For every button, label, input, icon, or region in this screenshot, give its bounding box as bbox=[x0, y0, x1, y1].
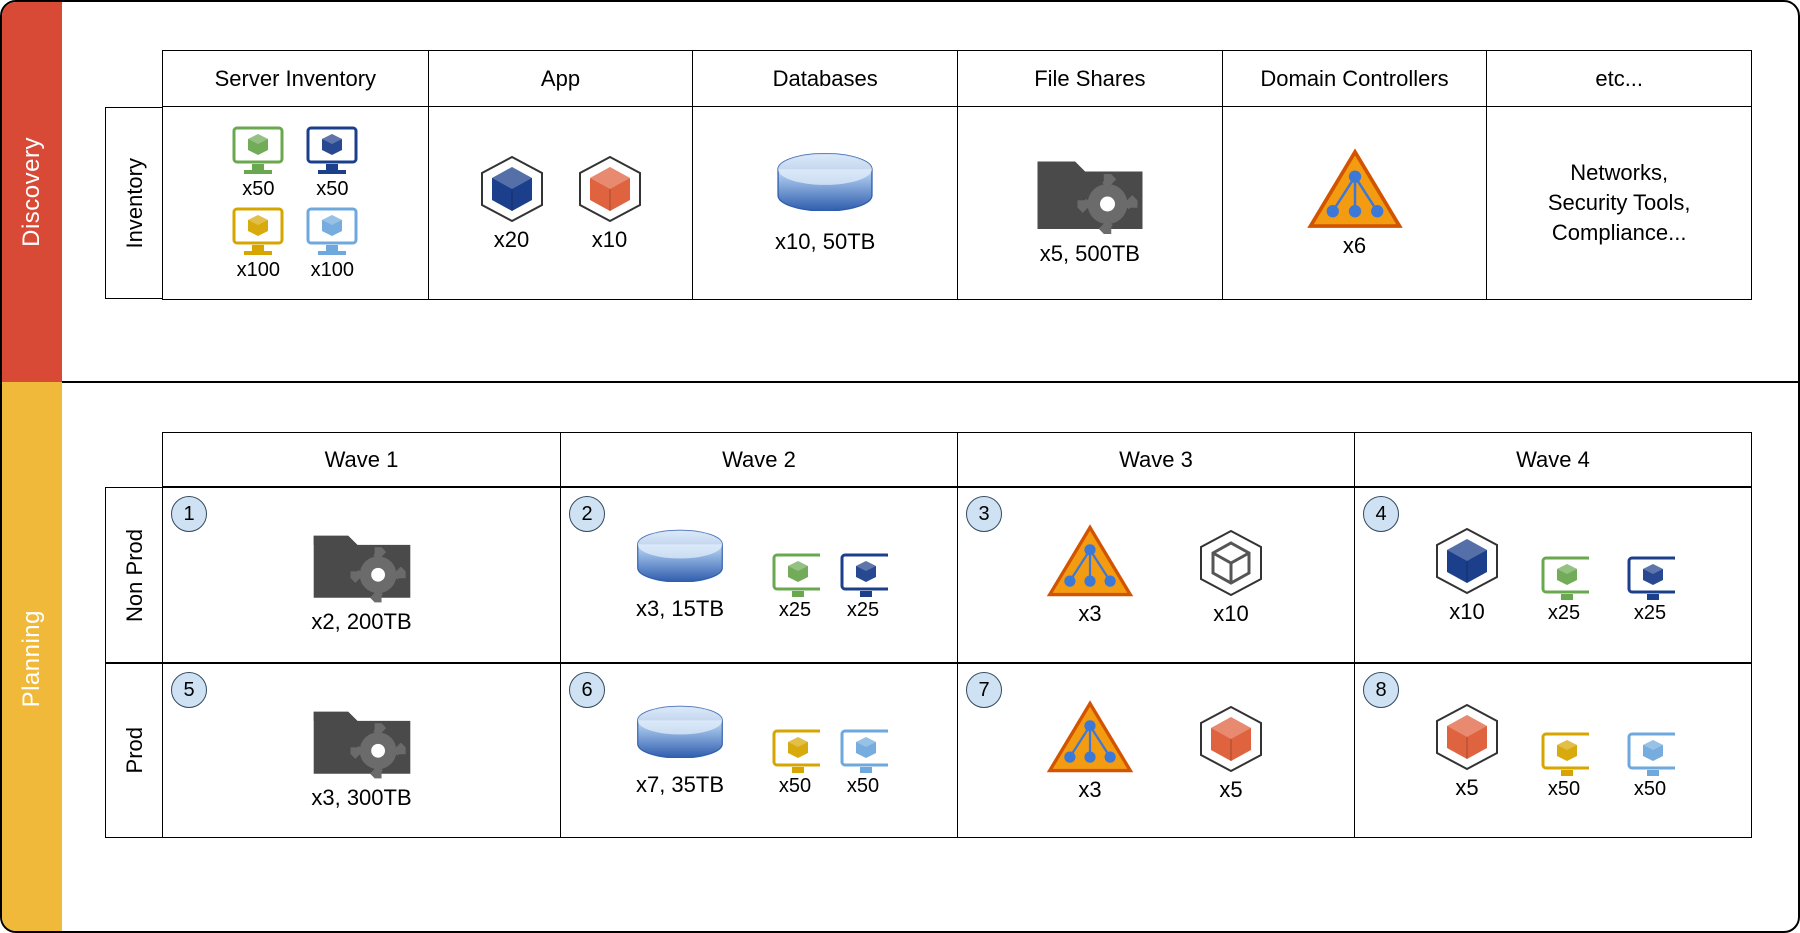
pr-w4-cube: x5 bbox=[1455, 775, 1478, 801]
header-file-shares: File Shares bbox=[957, 51, 1222, 107]
pr-w3: 7 x3 x5 bbox=[957, 663, 1354, 837]
discovery-table: Inventory Server Inventory App Databases… bbox=[162, 50, 1752, 300]
cell-file-shares: x5, 500TB bbox=[957, 107, 1222, 299]
monitor-green-icon bbox=[770, 551, 820, 597]
server-blue-count: x100 bbox=[311, 259, 354, 282]
dc-count: x6 bbox=[1343, 233, 1366, 259]
cell-app: x20 x10 bbox=[428, 107, 693, 299]
np-w4: 4 x10 x25 x25 bbox=[1354, 487, 1751, 662]
pr-w4: 8 x5 x50 x50 bbox=[1354, 663, 1751, 837]
app-navy-count: x20 bbox=[494, 227, 529, 253]
header-app: App bbox=[428, 51, 693, 107]
monitor-green-icon bbox=[1539, 554, 1589, 600]
planning-phase-label: Planning bbox=[2, 382, 62, 933]
app-red-count: x10 bbox=[592, 227, 627, 253]
cell-domain-controllers: x6 bbox=[1222, 107, 1487, 299]
badge-7: 7 bbox=[966, 672, 1002, 708]
np-w2-navy: x25 bbox=[847, 599, 879, 622]
header-wave-2: Wave 2 bbox=[560, 433, 957, 487]
cube-navy-icon bbox=[476, 153, 548, 225]
triangle-dc-icon bbox=[1045, 523, 1135, 599]
row-non-prod: 1 x2, 200TB 2 x3, 15TB x25 x25 bbox=[163, 487, 1751, 662]
cube-red-icon bbox=[1431, 701, 1503, 773]
header-databases: Databases bbox=[692, 51, 957, 107]
pr-w1-label: x3, 300TB bbox=[311, 785, 411, 811]
header-server-inventory: Server Inventory bbox=[163, 51, 428, 107]
monitor-navy-icon bbox=[838, 551, 888, 597]
pr-w3-tri: x3 bbox=[1078, 777, 1101, 803]
phase-divider bbox=[62, 381, 1798, 383]
server-gold-count: x100 bbox=[237, 259, 280, 282]
database-icon bbox=[770, 151, 880, 211]
triangle-dc-icon bbox=[1045, 699, 1135, 775]
discovery-phase-label: Discovery bbox=[2, 2, 62, 382]
header-wave-1: Wave 1 bbox=[163, 433, 560, 487]
database-icon bbox=[630, 704, 730, 758]
folder-gear-icon bbox=[302, 691, 422, 783]
server-green-count: x50 bbox=[242, 178, 274, 201]
monitor-gold-icon bbox=[1539, 730, 1589, 776]
header-domain-controllers: Domain Controllers bbox=[1222, 51, 1487, 107]
np-w4-green: x25 bbox=[1548, 602, 1580, 625]
monitor-gold-icon bbox=[230, 205, 286, 257]
cube-navy-icon bbox=[1431, 525, 1503, 597]
cube-red-icon bbox=[1195, 703, 1267, 775]
prod-tab: Prod bbox=[105, 662, 163, 838]
pr-w4-blue: x50 bbox=[1634, 778, 1666, 801]
badge-4: 4 bbox=[1363, 496, 1399, 532]
row-prod: 5 x3, 300TB 6 x7, 35TB x50 x50 bbox=[163, 662, 1751, 837]
server-navy-count: x50 bbox=[316, 178, 348, 201]
folder-gear-icon bbox=[302, 515, 422, 607]
header-wave-4: Wave 4 bbox=[1354, 433, 1751, 487]
pr-w2-blue: x50 bbox=[847, 775, 879, 798]
monitor-blue-icon bbox=[1625, 730, 1675, 776]
monitor-navy-icon bbox=[304, 124, 360, 176]
np-w3-cube: x10 bbox=[1213, 601, 1248, 627]
np-w2-green: x25 bbox=[779, 599, 811, 622]
np-w4-navy: x25 bbox=[1634, 602, 1666, 625]
monitor-blue-icon bbox=[838, 727, 888, 773]
monitor-navy-icon bbox=[1625, 554, 1675, 600]
pr-w4-gold: x50 bbox=[1548, 778, 1580, 801]
np-w2-db: x3, 15TB bbox=[636, 596, 724, 622]
np-w2: 2 x3, 15TB x25 x25 bbox=[560, 487, 957, 662]
db-count: x10, 50TB bbox=[775, 229, 875, 255]
badge-5: 5 bbox=[171, 672, 207, 708]
np-w1: 1 x2, 200TB bbox=[163, 487, 560, 662]
np-w4-cube: x10 bbox=[1449, 599, 1484, 625]
cell-databases: x10, 50TB bbox=[692, 107, 957, 299]
monitor-green-icon bbox=[230, 124, 286, 176]
pr-w2-db: x7, 35TB bbox=[636, 772, 724, 798]
np-w1-label: x2, 200TB bbox=[311, 609, 411, 635]
pr-w1: 5 x3, 300TB bbox=[163, 663, 560, 837]
cell-server-inventory: x50 x50 x100 bbox=[163, 107, 428, 299]
non-prod-tab: Non Prod bbox=[105, 487, 163, 663]
pr-w3-cube: x5 bbox=[1219, 777, 1242, 803]
header-etc: etc... bbox=[1486, 51, 1751, 107]
pr-w2-gold: x50 bbox=[779, 775, 811, 798]
header-wave-3: Wave 3 bbox=[957, 433, 1354, 487]
badge-1: 1 bbox=[171, 496, 207, 532]
inventory-tab: Inventory bbox=[105, 107, 163, 299]
fs-count: x5, 500TB bbox=[1040, 241, 1140, 267]
cube-red-icon bbox=[574, 153, 646, 225]
pr-w2: 6 x7, 35TB x50 x50 bbox=[560, 663, 957, 837]
etc-text: Networks,Security Tools,Compliance... bbox=[1548, 158, 1691, 247]
np-w3: 3 x3 x10 bbox=[957, 487, 1354, 662]
triangle-dc-icon bbox=[1305, 147, 1405, 231]
monitor-gold-icon bbox=[770, 727, 820, 773]
monitor-blue-icon bbox=[304, 205, 360, 257]
diagram-canvas: Discovery Planning Inventory Server Inve… bbox=[0, 0, 1800, 933]
badge-8: 8 bbox=[1363, 672, 1399, 708]
folder-gear-icon bbox=[1025, 139, 1155, 239]
np-w3-tri: x3 bbox=[1078, 601, 1101, 627]
badge-6: 6 bbox=[569, 672, 605, 708]
badge-2: 2 bbox=[569, 496, 605, 532]
database-icon bbox=[630, 528, 730, 582]
badge-3: 3 bbox=[966, 496, 1002, 532]
cube-outline-icon bbox=[1195, 527, 1267, 599]
planning-table: Non Prod Prod Wave 1 Wave 2 Wave 3 Wave … bbox=[162, 432, 1752, 838]
cell-etc: Networks,Security Tools,Compliance... bbox=[1486, 107, 1751, 299]
